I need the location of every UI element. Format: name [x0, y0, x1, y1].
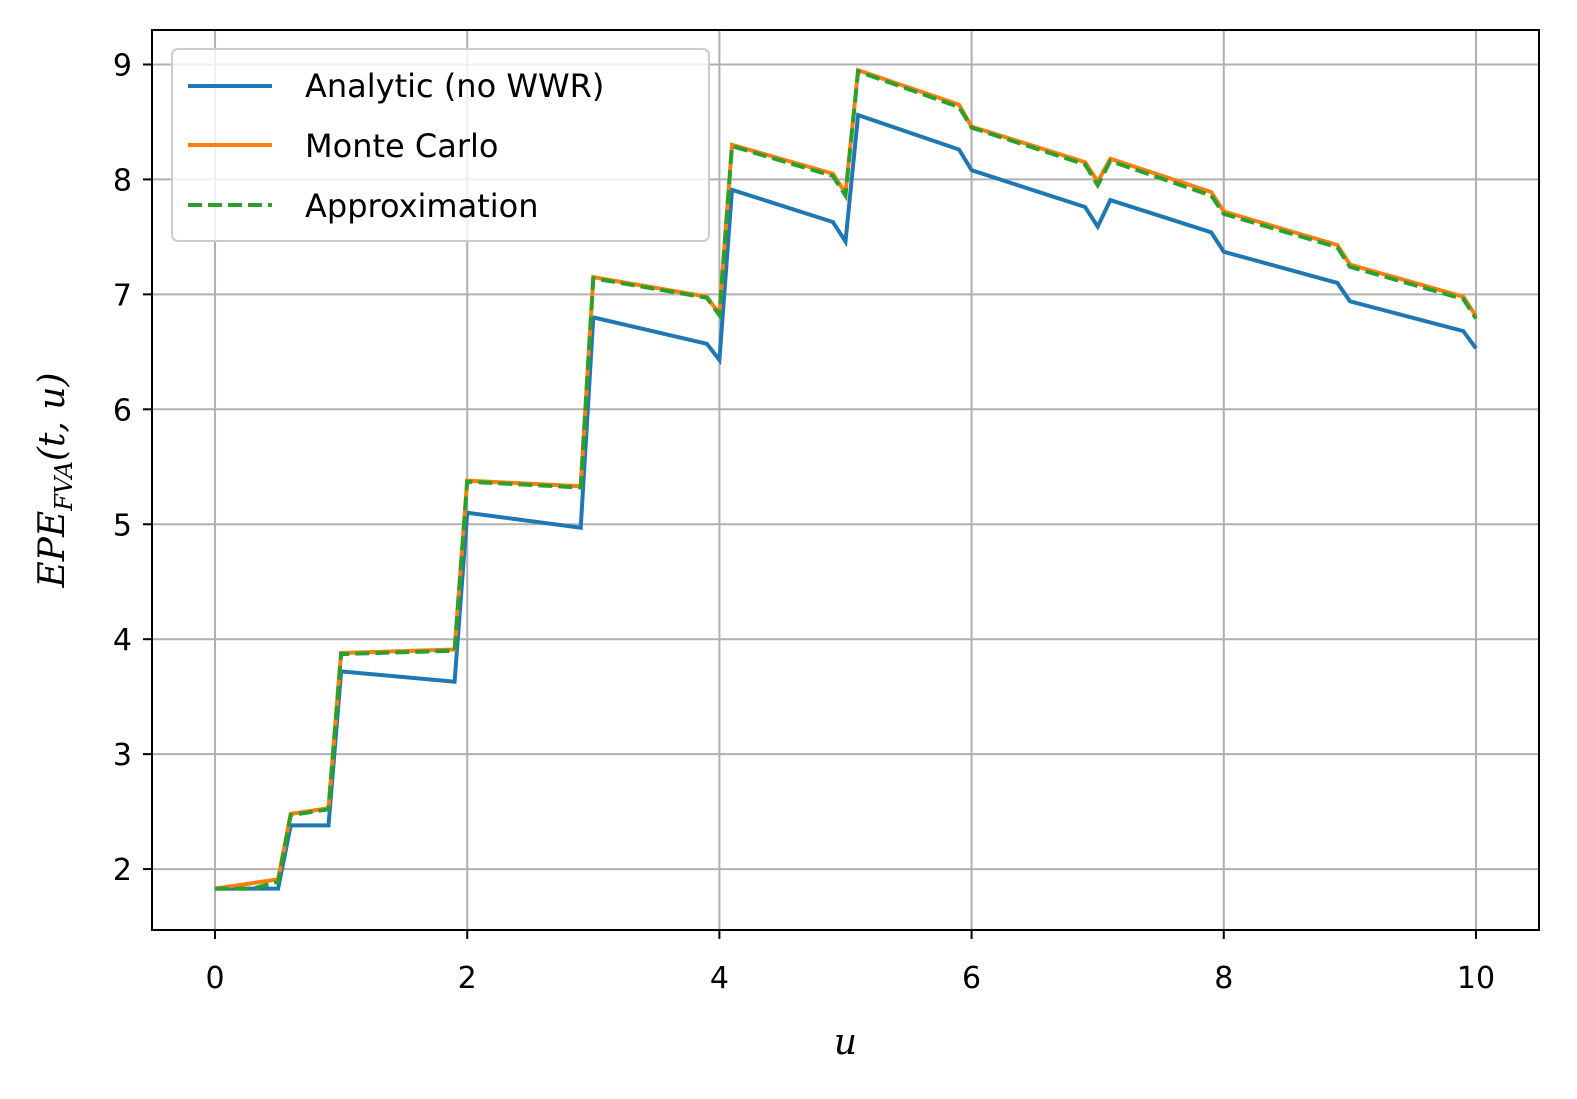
y-tick-label: 3 — [113, 738, 132, 773]
ticks: 0 2 4 6 8 10 2 3 4 5 6 7 8 9 — [113, 48, 1495, 996]
series-line-approximation — [215, 68, 1478, 891]
x-tick-label: 4 — [710, 961, 729, 996]
x-tick-label: 0 — [205, 961, 224, 996]
legend-label-approximation: Approximation — [305, 187, 538, 225]
y-axis-label-args: (t, u) — [32, 372, 73, 461]
series-layer — [214, 67, 1478, 891]
y-axis-label: EPEFVA(t, u) — [32, 372, 78, 588]
legend: Analytic (no WWR) Monte Carlo Approximat… — [171, 48, 710, 242]
y-tick-label: 6 — [113, 393, 132, 428]
series-line-analytic-no-wwr — [215, 112, 1478, 891]
y-tick-label: 7 — [113, 278, 132, 313]
x-tick-label: 8 — [1214, 961, 1233, 996]
x-tick-label: 6 — [962, 961, 981, 996]
x-axis-label: u — [834, 1022, 857, 1063]
x-tick-label: 2 — [458, 961, 477, 996]
y-tick-label: 2 — [113, 853, 132, 888]
legend-label-analytic: Analytic (no WWR) — [305, 67, 604, 105]
y-tick-label: 9 — [113, 48, 132, 83]
y-tick-label: 4 — [113, 623, 132, 658]
x-tick-label: 10 — [1457, 961, 1495, 996]
y-axis-label-main: EPE — [32, 511, 73, 589]
y-axis-label-sub: FVA — [50, 461, 78, 512]
legend-box — [171, 48, 710, 242]
grid — [152, 30, 1539, 930]
y-tick-label: 5 — [113, 508, 132, 543]
legend-label-monte-carlo: Monte Carlo — [305, 127, 498, 165]
y-tick-label: 8 — [113, 163, 132, 198]
plot-frame — [151, 29, 1540, 931]
